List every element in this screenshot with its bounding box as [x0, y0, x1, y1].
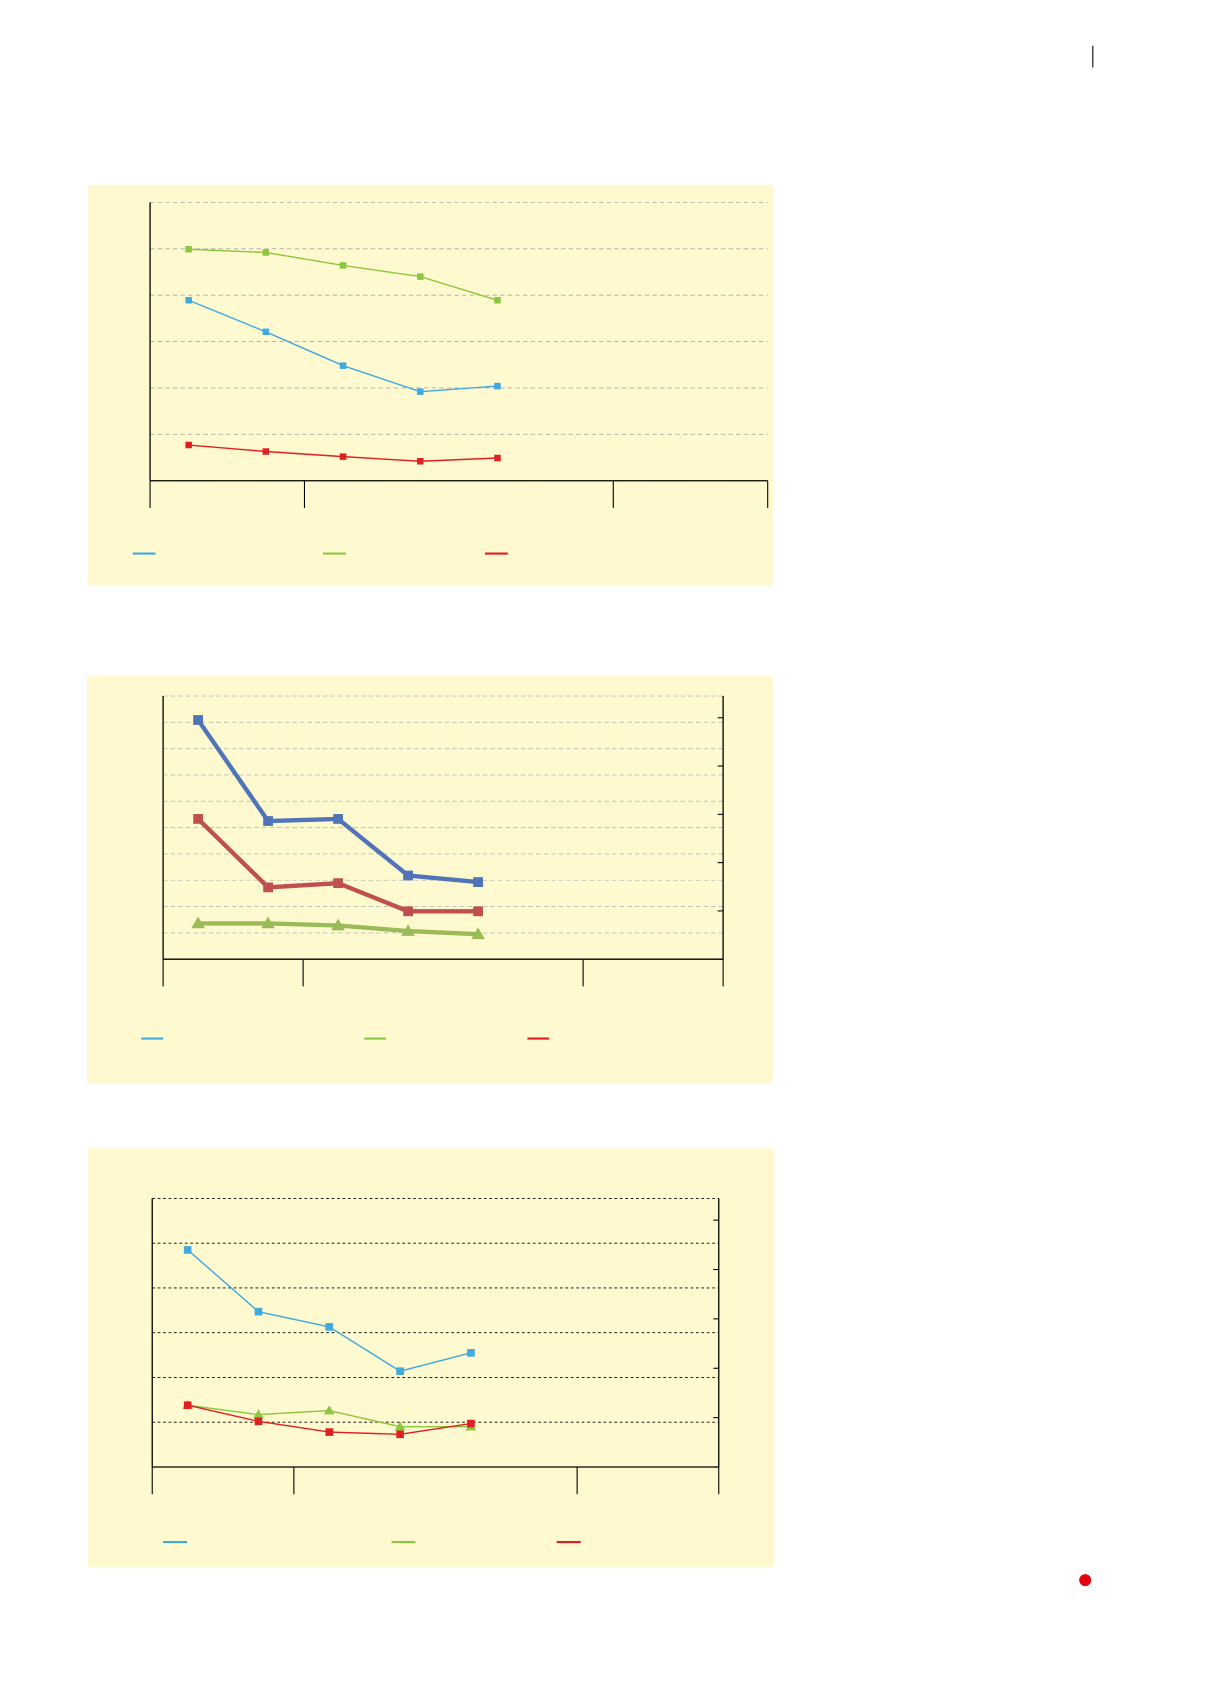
marker	[473, 877, 484, 887]
page-dot	[1079, 1574, 1092, 1587]
marker	[263, 816, 274, 826]
marker	[494, 382, 501, 390]
marker	[401, 924, 415, 936]
marker	[325, 1323, 334, 1331]
marker	[333, 814, 344, 824]
marker	[471, 927, 485, 940]
marker	[263, 882, 274, 893]
marker	[323, 1405, 335, 1415]
marker	[467, 1349, 475, 1357]
marker	[185, 297, 192, 304]
marker	[254, 1307, 263, 1316]
marker	[339, 362, 347, 369]
marker	[331, 918, 345, 931]
marker	[417, 273, 424, 280]
marker	[494, 297, 501, 304]
marker	[473, 906, 484, 917]
marker	[193, 814, 204, 824]
panel	[88, 184, 774, 586]
marker	[262, 249, 270, 256]
marker	[253, 1409, 264, 1419]
marker	[467, 1419, 475, 1428]
marker	[262, 448, 270, 455]
marker	[403, 906, 414, 917]
marker	[494, 454, 501, 462]
marker	[185, 441, 192, 449]
marker	[183, 1246, 192, 1254]
marker	[183, 1401, 192, 1410]
marker	[394, 1421, 406, 1431]
marker	[403, 870, 414, 881]
marker	[185, 245, 192, 253]
marker	[396, 1367, 404, 1376]
marker	[333, 878, 344, 889]
marker	[262, 328, 270, 336]
panel	[88, 1148, 775, 1568]
marker	[191, 916, 205, 929]
marker	[396, 1430, 404, 1439]
marker	[339, 262, 347, 269]
marker	[254, 1417, 263, 1426]
marker	[417, 388, 424, 395]
marker	[193, 715, 204, 725]
marker	[261, 916, 275, 929]
marker	[325, 1428, 334, 1436]
marker	[339, 453, 347, 460]
marker	[417, 457, 424, 465]
